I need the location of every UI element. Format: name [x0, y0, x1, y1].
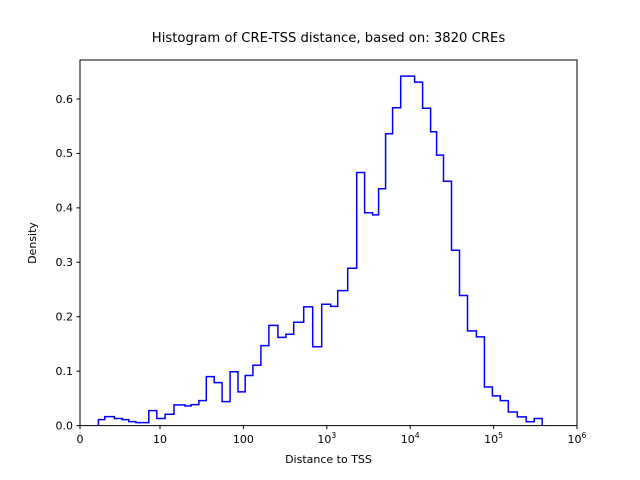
x-tick-label: 103: [317, 431, 336, 446]
y-tick-label: 0.6: [56, 93, 74, 106]
x-tick-label: 105: [484, 431, 503, 446]
chart-title: Histogram of CRE-TSS distance, based on:…: [152, 31, 506, 46]
x-tick-label: 100: [233, 433, 254, 446]
axis-ticks: [76, 98, 578, 430]
x-tick-label: 104: [401, 431, 420, 446]
x-tick-label: 10: [153, 433, 167, 446]
y-tick-label: 0.5: [56, 147, 74, 160]
y-tick-label: 0.1: [56, 365, 74, 378]
y-tick-label: 0.2: [56, 311, 74, 324]
x-tick-label: 0: [77, 433, 84, 446]
y-tick-label: 0.4: [56, 202, 74, 215]
y-tick-label: 0.3: [56, 256, 74, 269]
x-axis-label: Distance to TSS: [285, 453, 372, 466]
axis-tick-labels: 0 10 100 103 104 105 106 0.0 0.1 0.2 0.3 0.4 0.5 0.6: [56, 93, 587, 446]
histogram-step-line: [97, 75, 543, 426]
plot-frame: [79, 59, 578, 427]
x-tick-label: 106: [568, 431, 587, 446]
y-axis-label: Density: [26, 222, 39, 264]
histogram-series: [97, 75, 543, 426]
y-tick-label: 0.0: [56, 419, 74, 432]
